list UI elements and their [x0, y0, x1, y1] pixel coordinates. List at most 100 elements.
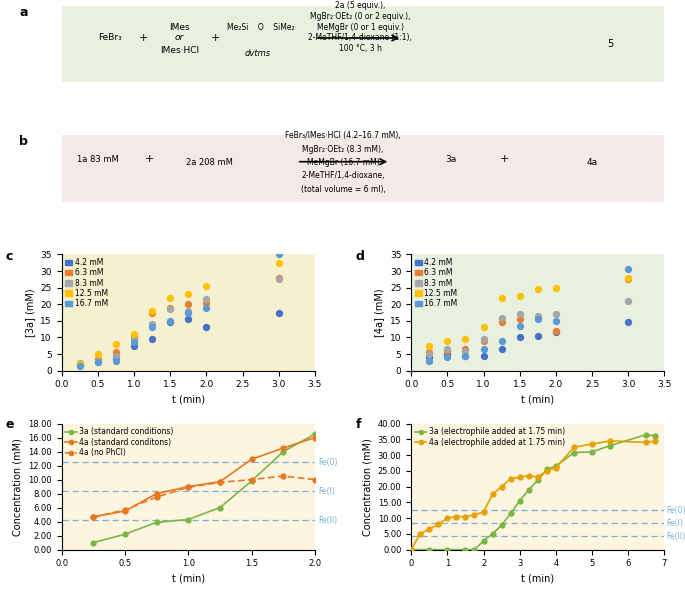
Point [514, 333, 525, 342]
Text: +: + [500, 154, 510, 164]
Point [551, 283, 562, 293]
Y-axis label: [4a] (mM): [4a] (mM) [375, 288, 384, 337]
Point [551, 310, 562, 319]
Text: 100 °C, 3 h: 100 °C, 3 h [338, 44, 382, 53]
Text: +: + [145, 154, 153, 164]
Point [110, 356, 121, 365]
Point [460, 351, 471, 361]
Text: FeBr₃/IMes·HCl (4.2–16.7 mM),: FeBr₃/IMes·HCl (4.2–16.7 mM), [285, 131, 401, 141]
Text: e: e [6, 418, 14, 431]
Point [496, 318, 507, 327]
Text: IMes·HCl: IMes·HCl [160, 46, 199, 55]
Text: Me₂Si    O    SiMe₂: Me₂Si O SiMe₂ [227, 23, 295, 32]
Point [514, 314, 525, 324]
Point [74, 361, 85, 371]
Point [92, 358, 103, 367]
X-axis label: t (min): t (min) [172, 395, 205, 405]
Point [424, 353, 435, 362]
Text: 2a (5 equiv.),: 2a (5 equiv.), [335, 1, 385, 10]
Point [442, 345, 453, 354]
Point [623, 318, 634, 327]
Point [129, 337, 140, 347]
Text: Fe(0): Fe(0) [667, 506, 685, 515]
Text: Fe(II): Fe(II) [667, 532, 685, 541]
Text: b: b [19, 135, 28, 148]
Point [478, 336, 489, 346]
Point [623, 296, 634, 306]
Text: 2a 208 mM: 2a 208 mM [186, 158, 233, 167]
Point [623, 265, 634, 274]
Point [110, 348, 121, 357]
Point [201, 303, 212, 312]
Point [164, 318, 175, 327]
Point [92, 356, 103, 365]
Text: 5: 5 [607, 39, 613, 49]
Text: (total volume = 6 ml),: (total volume = 6 ml), [301, 184, 386, 194]
Text: dvtms: dvtms [245, 48, 271, 58]
Point [183, 290, 194, 299]
Point [442, 336, 453, 346]
Point [532, 314, 543, 324]
Point [183, 300, 194, 309]
Point [129, 329, 140, 339]
Point [147, 319, 158, 329]
Point [460, 345, 471, 354]
Point [164, 303, 175, 312]
Point [74, 360, 85, 369]
Point [532, 311, 543, 320]
Point [442, 349, 453, 359]
Point [273, 308, 284, 317]
Point [424, 356, 435, 365]
Y-axis label: Concentration (mM): Concentration (mM) [12, 438, 23, 535]
Text: 2-MeTHF/1,4-dioxane (1:1),: 2-MeTHF/1,4-dioxane (1:1), [308, 33, 412, 42]
Point [496, 345, 507, 354]
Point [92, 358, 103, 367]
Text: MgBr₂·OEt₂ (0 or 2 equiv.),: MgBr₂·OEt₂ (0 or 2 equiv.), [310, 12, 410, 21]
Point [532, 331, 543, 340]
Point [496, 313, 507, 322]
Point [551, 328, 562, 337]
Point [147, 306, 158, 316]
Point [442, 353, 453, 362]
Point [183, 314, 194, 324]
Point [74, 359, 85, 369]
Point [147, 335, 158, 344]
Point [110, 354, 121, 363]
Text: FeBr₃: FeBr₃ [98, 34, 122, 43]
Text: IMes: IMes [169, 23, 190, 32]
X-axis label: t (min): t (min) [521, 574, 554, 584]
Point [478, 351, 489, 361]
Text: a: a [19, 6, 28, 19]
Point [460, 346, 471, 355]
Point [147, 323, 158, 332]
Point [496, 336, 507, 346]
X-axis label: t (min): t (min) [172, 574, 205, 584]
Text: f: f [356, 418, 361, 431]
Text: Fe(I): Fe(I) [667, 519, 683, 528]
Text: 1a 83 mM: 1a 83 mM [77, 155, 119, 164]
Text: Fe(0): Fe(0) [319, 457, 338, 466]
Point [74, 359, 85, 369]
Y-axis label: Concentration (mM): Concentration (mM) [362, 438, 372, 535]
Point [201, 298, 212, 307]
Point [551, 326, 562, 336]
Point [183, 308, 194, 317]
Text: +: + [211, 33, 220, 43]
Point [110, 339, 121, 349]
Point [129, 335, 140, 344]
Point [424, 341, 435, 350]
Legend: 3a (standard conditions), 4a (standard conditons), 4a (no PhCl): 3a (standard conditions), 4a (standard c… [66, 427, 173, 457]
Point [273, 273, 284, 282]
Point [532, 313, 543, 322]
Point [129, 341, 140, 350]
Point [442, 346, 453, 355]
Legend: 4.2 mM, 6.3 mM, 8.3 mM, 12.5 mM, 16.7 mM: 4.2 mM, 6.3 mM, 8.3 mM, 12.5 mM, 16.7 mM [66, 258, 108, 308]
Text: MeMgBr (0 or 1 equiv.): MeMgBr (0 or 1 equiv.) [316, 22, 403, 31]
Text: d: d [356, 250, 364, 263]
Point [460, 335, 471, 344]
Point [496, 293, 507, 303]
Point [460, 351, 471, 361]
Point [551, 316, 562, 326]
Point [164, 316, 175, 326]
Point [478, 335, 489, 344]
